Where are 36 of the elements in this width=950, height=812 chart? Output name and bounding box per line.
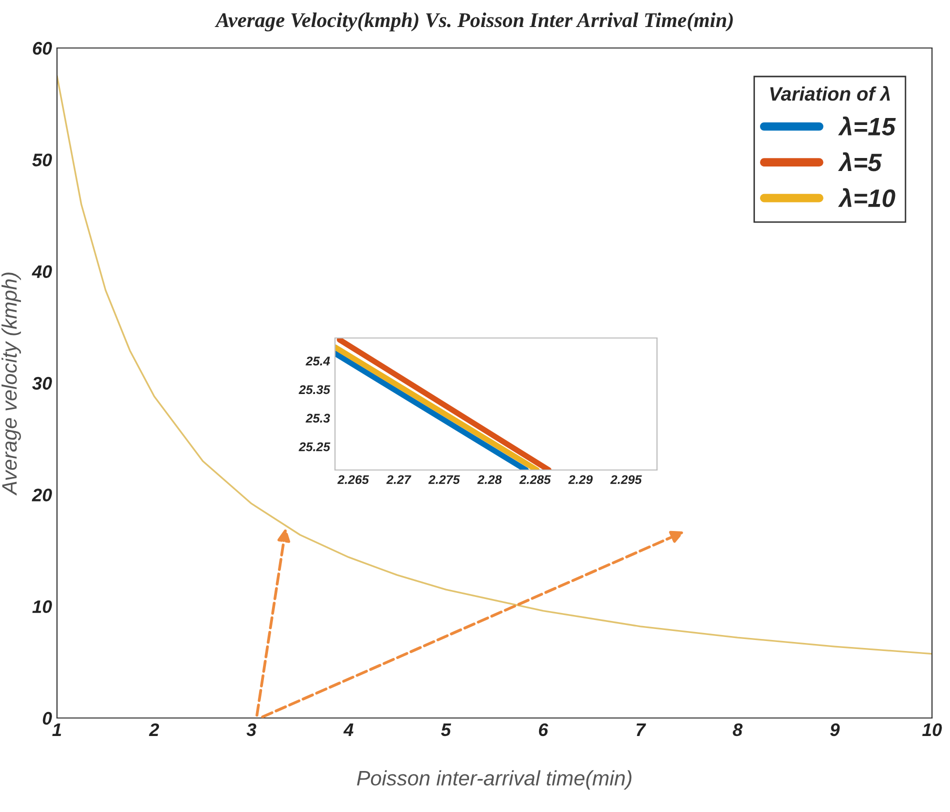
y-tick-label: 50 [32,154,52,166]
chart-title: Average Velocity(kmph) Vs. Poisson Inter Arrival Time(min) [214,12,733,32]
legend-title: Variation of λ [770,86,890,101]
x-tick-label: 2.295 [610,475,642,484]
y-tick-label: 25.4 [306,356,330,366]
x-tick-label: 3 [246,723,256,736]
x-tick-label: 8 [732,723,743,736]
x-tick-label: 2 [148,723,160,736]
y-tick-label: 30 [32,376,52,390]
x-tick-label: 2.265 [337,475,369,484]
y-tick-label: 60 [32,42,52,55]
x-tick-label: 2.27 [386,475,412,484]
x-tick-label: 1 [52,724,62,736]
line-series [57,75,932,655]
x-tick-label: 9 [830,723,840,736]
x-tick-label: 5 [441,724,452,736]
y-tick-label: 20 [32,488,52,502]
y-tick-label: 0 [42,712,52,725]
x-tick-label: 4 [343,724,354,736]
y-tick-label: 25.25 [298,442,330,452]
y-tick-label: 25.35 [298,385,330,394]
x-tick-label: 6 [538,723,548,736]
y-axis-title: Average velocity (kmph) [2,272,21,496]
x-axis-title: Poisson inter-arrival time(min) [356,770,632,790]
x-tick-label: 2.285 [519,475,551,484]
x-tick-label: 2.29 [568,475,593,484]
legend-label: λ=5 [838,152,882,172]
x-tick-label: 10 [922,723,942,736]
x-tick-label: 7 [636,724,646,736]
legend-label: λ=15 [838,116,896,136]
y-tick-label: 10 [32,600,52,614]
legend-label: λ=10 [838,188,896,208]
x-tick-label: 2.275 [428,475,460,484]
y-tick-label: 40 [32,265,52,278]
x-tick-label: 2.28 [477,475,502,484]
y-tick-label: 25.3 [306,414,330,423]
